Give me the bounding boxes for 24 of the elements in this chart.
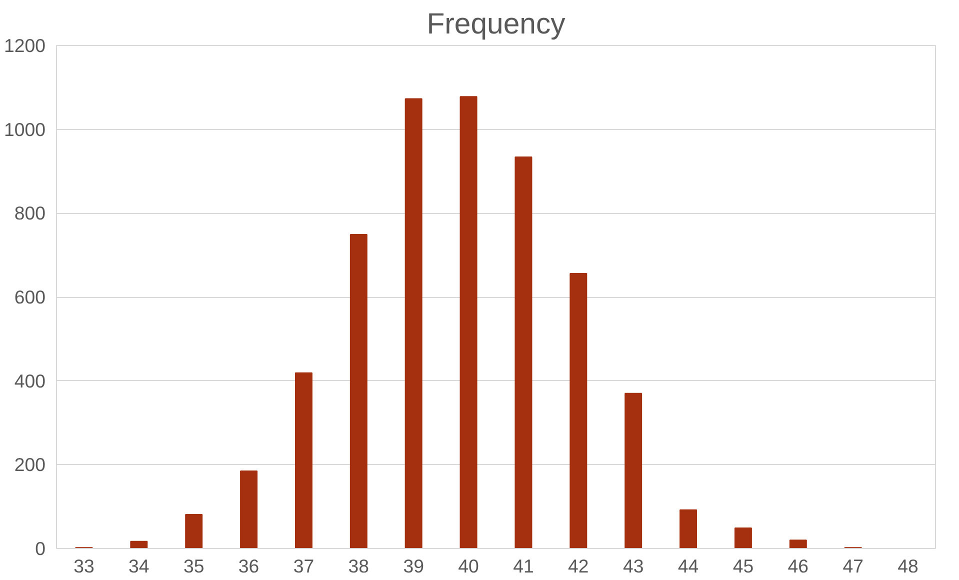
y-tick-label: 1200 xyxy=(4,35,46,56)
chart-title: Frequency xyxy=(426,8,566,40)
x-tick-label: 42 xyxy=(568,556,589,576)
x-tick-label: 47 xyxy=(842,556,864,576)
y-tick-label: 400 xyxy=(14,370,46,392)
x-tick-label: 36 xyxy=(238,556,260,576)
x-tick-label: 33 xyxy=(74,556,94,576)
x-tick-label: 46 xyxy=(788,556,809,576)
x-tick-label: 35 xyxy=(183,556,204,576)
x-tick-label: 39 xyxy=(403,556,424,576)
y-tick-label: 1000 xyxy=(4,118,46,140)
x-tick-label: 37 xyxy=(293,556,314,576)
x-tick-label: 45 xyxy=(732,556,754,576)
y-tick-label: 200 xyxy=(14,454,46,476)
x-tick-label: 40 xyxy=(458,556,479,576)
x-tick-label: 41 xyxy=(513,556,534,576)
y-tick-label: 0 xyxy=(35,538,46,559)
x-tick-label: 34 xyxy=(128,556,150,576)
x-tick-label: 48 xyxy=(898,556,918,576)
y-tick-label: 600 xyxy=(14,286,46,308)
x-tick-label: 43 xyxy=(622,556,644,576)
x-tick-label: 44 xyxy=(678,556,699,576)
y-tick-label: 800 xyxy=(14,202,46,224)
x-tick-label: 38 xyxy=(348,556,370,576)
